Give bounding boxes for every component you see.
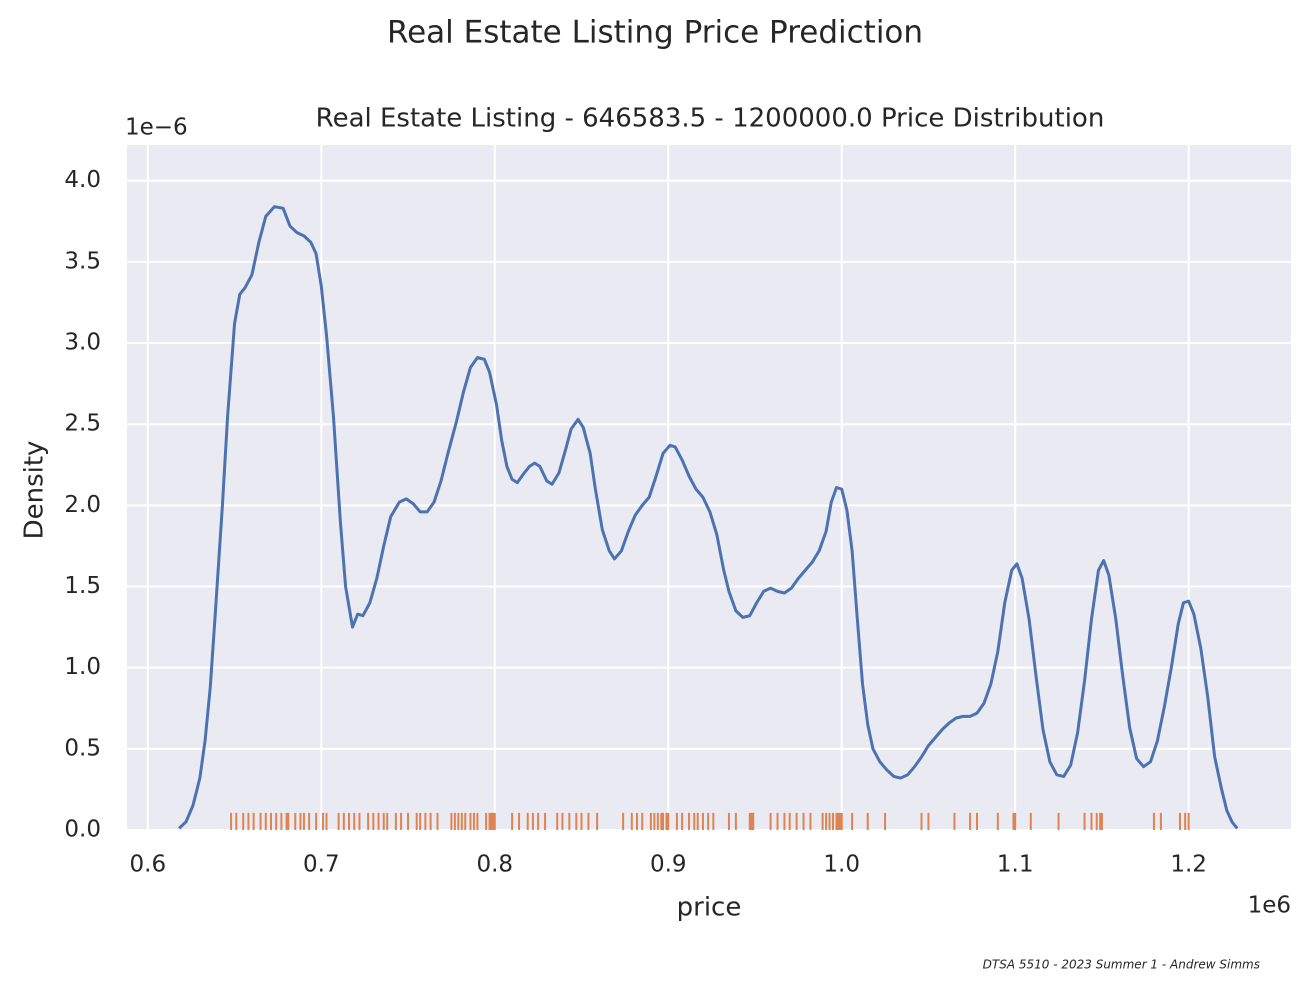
- x-tick-label: 0.9: [650, 852, 687, 878]
- x-offset-label: 1e6: [1248, 893, 1291, 919]
- y-tick-label: 3.0: [64, 330, 101, 356]
- x-axis-label: price: [677, 893, 742, 923]
- y-tick-label: 0.5: [64, 735, 101, 761]
- y-axis-label: Density: [20, 441, 50, 540]
- x-tick-label: 1.1: [997, 852, 1034, 878]
- x-tick-label: 1.0: [823, 852, 860, 878]
- grid: [127, 145, 1291, 831]
- y-tick-label: 0.0: [64, 817, 101, 843]
- y-tick-label: 2.0: [64, 492, 101, 518]
- x-tick-label: 0.6: [130, 852, 167, 878]
- suptitle: Real Estate Listing Price Prediction: [387, 15, 923, 51]
- y-offset-label: 1e−6: [125, 115, 188, 141]
- footer: DTSA 5510 - 2023 Summer 1 - Andrew Simms: [983, 958, 1260, 972]
- plot-background: [127, 145, 1291, 830]
- marks: [178, 205, 1239, 830]
- y-tick-label: 1.5: [64, 573, 101, 599]
- density-line: [178, 205, 1239, 830]
- y-tick-label: 3.5: [64, 248, 101, 274]
- y-tick-label: 1.0: [64, 654, 101, 680]
- chart-title: Real Estate Listing - 646583.5 - 1200000…: [316, 104, 1105, 134]
- y-tick-label: 4.0: [64, 167, 101, 193]
- x-tick-label: 1.2: [1170, 852, 1207, 878]
- x-tick-label: 0.7: [303, 852, 340, 878]
- y-tick-label: 2.5: [64, 411, 101, 437]
- x-tick-label: 0.8: [476, 852, 513, 878]
